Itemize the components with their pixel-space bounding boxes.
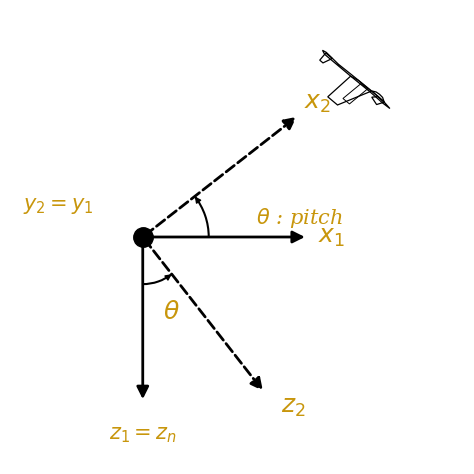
Text: $\theta$ : pitch: $\theta$ : pitch bbox=[256, 206, 343, 230]
Text: $z_1 = z_n$: $z_1 = z_n$ bbox=[109, 425, 177, 445]
Text: $x_2$: $x_2$ bbox=[304, 92, 331, 115]
Text: $\theta$: $\theta$ bbox=[163, 301, 180, 324]
Text: $z_2$: $z_2$ bbox=[281, 396, 305, 419]
Text: $x_1$: $x_1$ bbox=[318, 226, 345, 248]
Text: $y_2 = y_1$: $y_2 = y_1$ bbox=[23, 196, 93, 216]
